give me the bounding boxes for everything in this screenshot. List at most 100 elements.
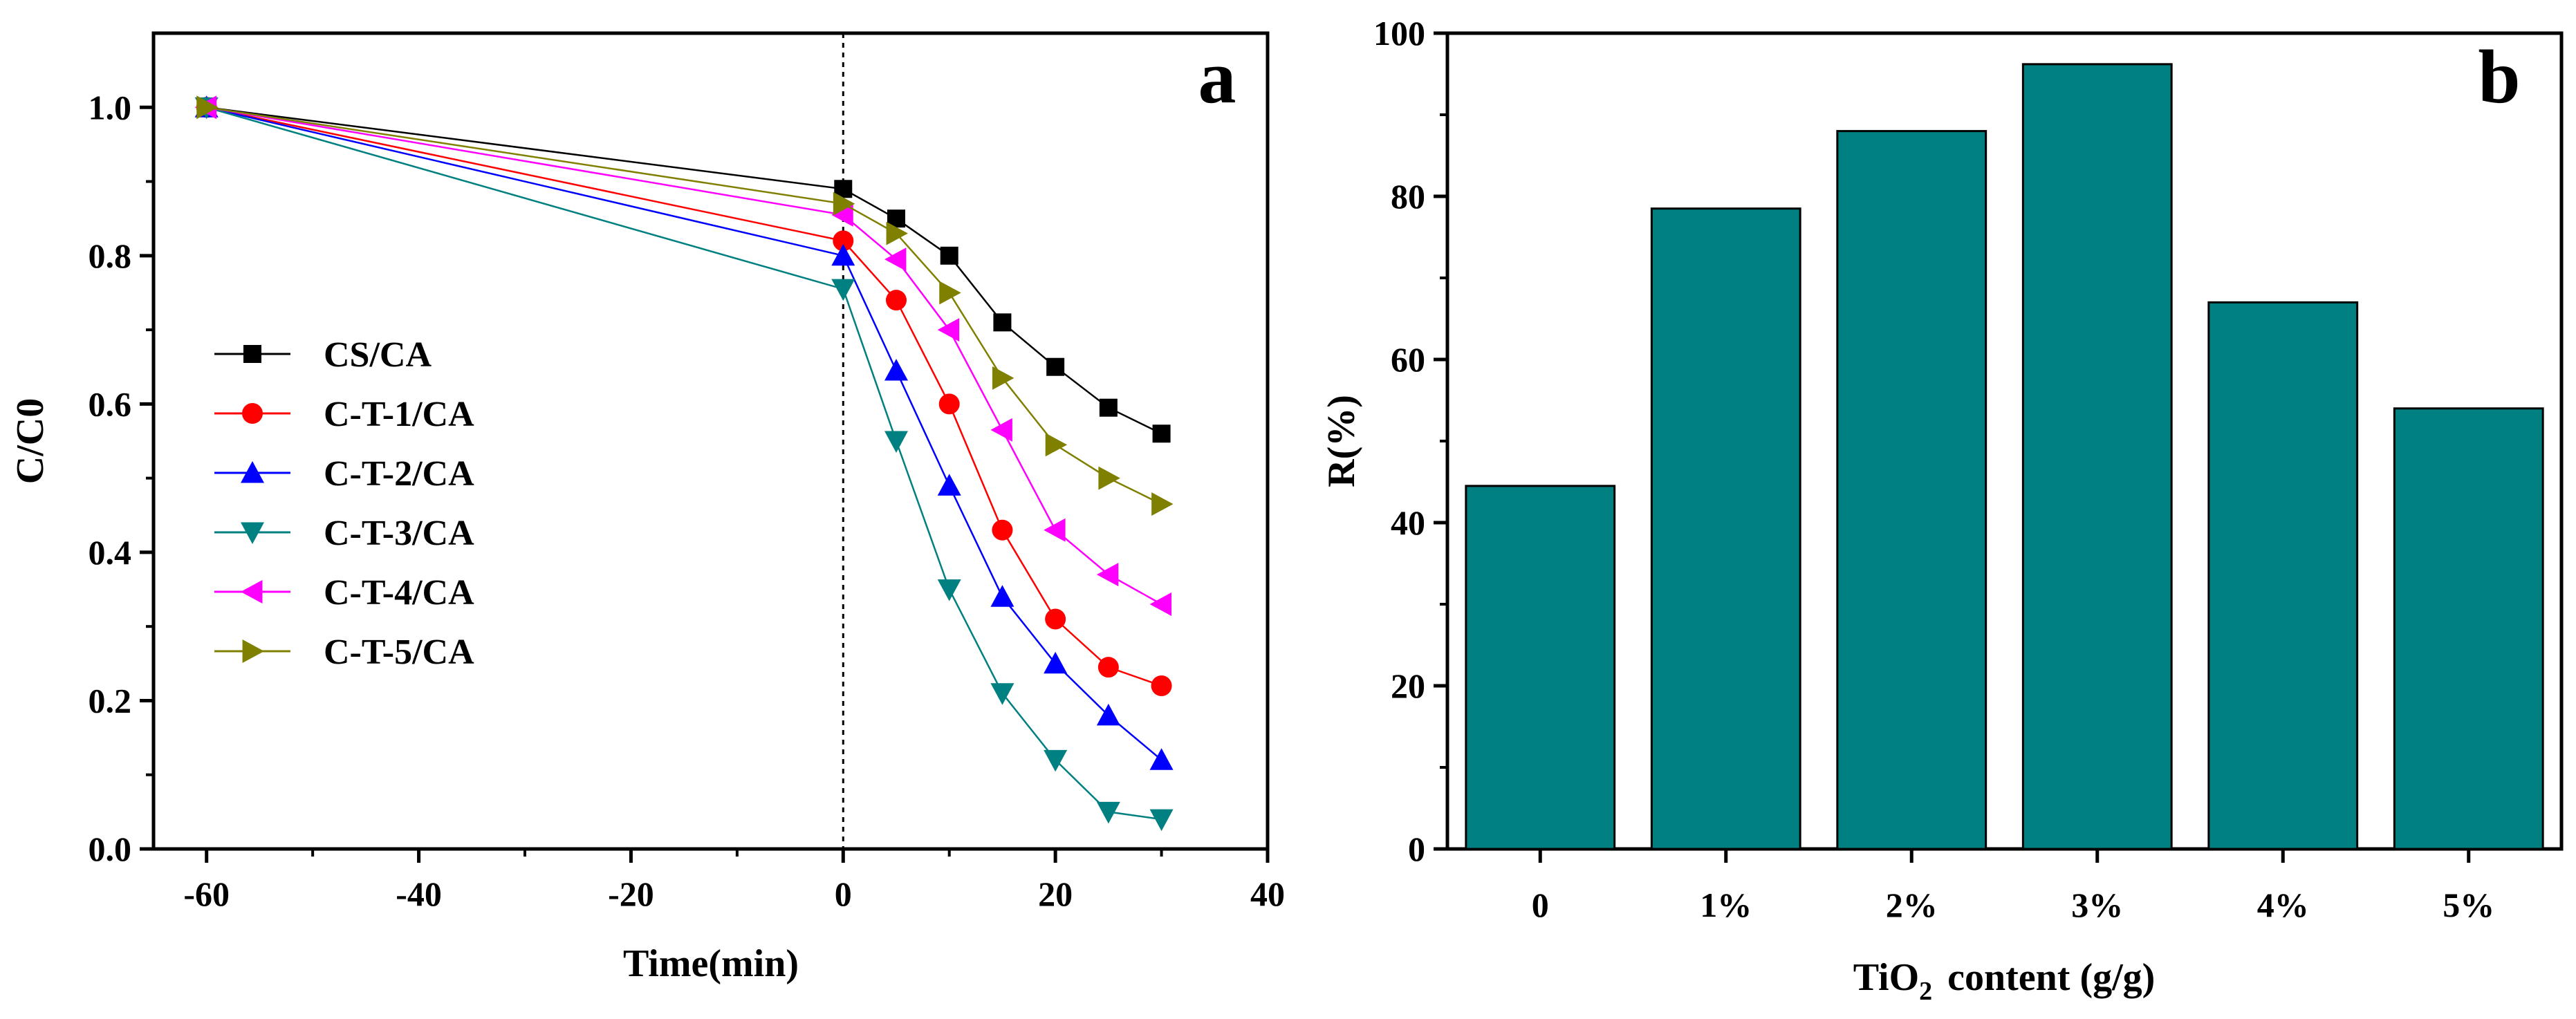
legend-label: C-T-3/CA — [324, 514, 474, 553]
series-line — [206, 106, 1162, 761]
data-point — [1151, 675, 1172, 696]
legend-marker — [242, 403, 263, 424]
data-point — [1151, 492, 1174, 516]
data-point — [833, 230, 854, 252]
legend-marker — [241, 522, 264, 544]
data-point — [886, 221, 908, 245]
panel-b-bars — [1465, 63, 2544, 850]
bar-2% — [1836, 130, 1987, 850]
panel-a-frame — [151, 31, 1270, 851]
data-point — [831, 203, 853, 227]
y-tick-label: 0.0 — [89, 830, 132, 868]
bar-0 — [1465, 485, 1616, 850]
series-CS/CA — [197, 98, 1171, 443]
data-point — [992, 519, 1013, 541]
data-point — [1149, 809, 1174, 832]
panel-a-line-chart: -60 -40 -20 0 20 40 0.00.20.40.60.81.0 CS/CAC… — [9, 31, 1285, 985]
data-point — [886, 290, 907, 311]
data-point — [1045, 608, 1066, 630]
legend-item: C-T-2/CA — [214, 454, 474, 494]
legend-marker — [242, 639, 264, 663]
data-point — [884, 359, 908, 381]
data-point — [993, 313, 1012, 332]
legend-item: C-T-4/CA — [214, 573, 474, 613]
data-point — [833, 191, 855, 216]
x-tick-label: 0 — [835, 875, 852, 913]
panel-a-y-axis-title: C/C0 — [9, 398, 52, 484]
legend-label: C-T-4/CA — [324, 573, 474, 613]
legend-label: C-T-2/CA — [324, 454, 474, 494]
legend-item: CS/CA — [214, 335, 432, 375]
panel-b-bar-chart: 0 20 40 60 80 100 0 1% 2% 3% 4% 5% b R(%) TiO2 cont… — [1320, 14, 2564, 1006]
y-tick-label: 100 — [1373, 14, 1425, 53]
data-point — [940, 246, 958, 265]
data-point — [1097, 657, 1119, 678]
x-tick-label: 3% — [2071, 886, 2123, 924]
legend-item: C-T-1/CA — [214, 395, 474, 434]
data-point — [1044, 651, 1068, 674]
panel-a-x-axis: -60 -40 -20 0 20 40 — [183, 849, 1285, 913]
data-point — [1044, 749, 1068, 772]
data-point — [990, 585, 1014, 607]
panel-b-x-axis: 0 1% 2% 3% 4% 5% — [1532, 849, 2494, 924]
series-C-T-5/CA — [196, 95, 1174, 516]
data-point — [1046, 357, 1065, 376]
y-tick-label: 20 — [1391, 666, 1425, 705]
panel-a-label: a — [1198, 35, 1236, 119]
data-point — [831, 279, 855, 301]
x-tick-label: 4% — [2257, 886, 2309, 924]
legend-marker — [241, 580, 263, 604]
data-point — [937, 579, 961, 601]
data-point — [884, 247, 907, 272]
x-tick-label: 2% — [1886, 886, 1938, 924]
series-line — [206, 106, 1162, 687]
x-tick-label: 20 — [1038, 875, 1073, 913]
legend-label: C-T-5/CA — [324, 633, 474, 672]
y-tick-label: 0.2 — [89, 681, 132, 720]
x-tick-label: -20 — [608, 875, 654, 913]
x-tick-label: -40 — [396, 875, 442, 913]
series-C-T-4/CA — [194, 95, 1172, 616]
legend-item: C-T-3/CA — [214, 514, 474, 553]
data-point — [1099, 398, 1118, 417]
data-point — [884, 431, 908, 453]
y-tick-label: 60 — [1391, 340, 1425, 379]
series-line — [206, 106, 1162, 435]
data-point — [1096, 563, 1119, 587]
panel-a-y-axis: 0.0 0.2 0.4 0.6 0.8 1.0 — [89, 88, 154, 868]
data-point — [990, 418, 1012, 442]
legend-item: C-T-5/CA — [214, 633, 474, 672]
panel-a-x-axis-title: Time(min) — [623, 942, 799, 985]
bar-5% — [2393, 407, 2544, 850]
data-point — [937, 474, 961, 496]
data-point — [1044, 518, 1066, 542]
legend-marker — [241, 461, 264, 483]
data-point — [1152, 424, 1171, 443]
y-tick-label: 1.0 — [89, 88, 132, 127]
panel-b-x-axis-title: TiO2 content (g/g) — [1853, 956, 2156, 1006]
data-point — [937, 318, 960, 342]
data-point — [1096, 703, 1120, 726]
data-point — [938, 393, 960, 415]
data-point — [831, 243, 855, 266]
x-axis-title-rest: content (g/g) — [1947, 956, 2155, 999]
data-point — [196, 95, 219, 120]
data-point — [992, 366, 1014, 390]
bar-1% — [1650, 207, 1801, 850]
x-tick-label: -60 — [183, 875, 230, 913]
data-point — [939, 281, 961, 305]
data-point — [1045, 433, 1068, 457]
data-point — [1098, 466, 1120, 490]
y-tick-label: 80 — [1391, 177, 1425, 216]
data-point — [1149, 748, 1174, 770]
panel-b-y-axis-title: R(%) — [1320, 395, 1363, 487]
y-tick-label: 0.6 — [89, 384, 132, 423]
x-tick-label: 0 — [1532, 886, 1549, 924]
panel-a-legend: CS/CA C-T-1/CA C-T-2/CA C-T-3/CA C-T-4/CA C-T… — [214, 335, 474, 672]
panel-a-series — [194, 95, 1174, 832]
legend-marker — [243, 345, 261, 363]
y-tick-label: 0.4 — [89, 533, 132, 572]
data-point — [1096, 801, 1120, 824]
